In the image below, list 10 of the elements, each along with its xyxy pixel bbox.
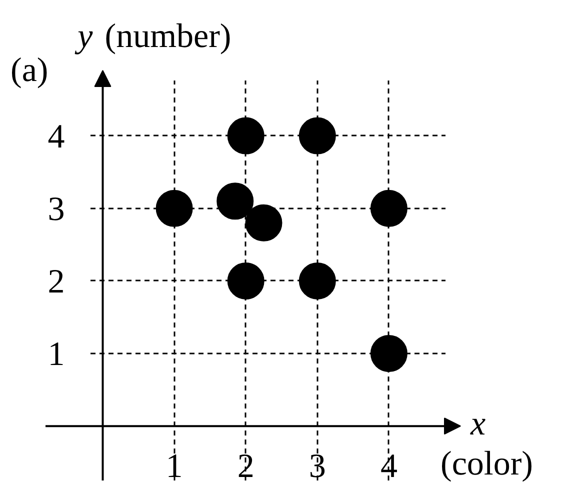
x-tick-label: 3 bbox=[308, 448, 326, 485]
x-axis-title: x (color) bbox=[440, 406, 534, 483]
x-tick-label: 4 bbox=[380, 448, 398, 485]
x-tick-label: 2 bbox=[237, 448, 254, 485]
y-tick-label: 3 bbox=[48, 190, 65, 228]
y-tick-label: 2 bbox=[48, 263, 65, 300]
annotation: (a) bbox=[10, 52, 48, 89]
y-tick-label: 4 bbox=[48, 118, 65, 156]
y-tick-label: 1 bbox=[48, 336, 65, 374]
y-axis-title: y (number) bbox=[74, 18, 232, 55]
